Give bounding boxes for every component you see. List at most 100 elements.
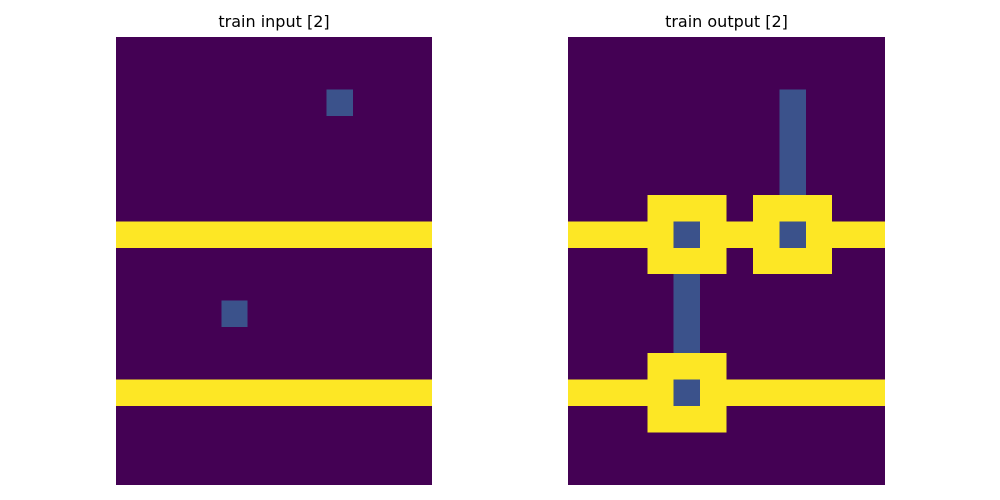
grid-cell [142,142,170,170]
grid-cell [300,89,328,117]
grid-cell [805,168,833,196]
grid-cell [568,326,595,354]
grid-cell [379,168,407,196]
grid-cell [168,300,196,328]
grid-cell [647,458,675,485]
grid-cell [168,142,196,170]
grid-cell [832,247,859,275]
grid-cell [700,168,727,196]
grid-cell [752,247,780,275]
grid-cell [168,195,196,222]
grid-cell [274,142,301,170]
grid-cell [221,221,249,249]
grid-cell [168,116,196,143]
grid-cell [326,89,354,117]
grid-cell [700,116,727,143]
grid-cell [620,37,648,64]
grid-cell [805,37,833,64]
grid-cell [247,116,275,143]
grid-cell [116,432,143,460]
grid-cell [752,89,780,117]
grid-cell [326,405,354,433]
grid-cell [594,379,622,407]
grid-cell [195,168,222,196]
grid-cell [116,247,143,275]
grid-cell [195,326,222,354]
grid-cell [568,274,595,301]
grid-cell [594,300,622,328]
grid-cell [405,326,432,354]
grid-cell [620,168,648,196]
grid-cell [673,458,701,485]
grid-cell [752,353,780,380]
grid-cell [326,37,354,64]
grid-cell [247,300,275,328]
grid-cell [247,326,275,354]
train-input-grid [116,37,432,485]
grid-cell [779,168,807,196]
grid-cell [379,405,407,433]
grid-cell [700,142,727,170]
grid-cell [858,300,885,328]
grid-cell [247,405,275,433]
grid-cell [858,221,885,249]
grid-cell [116,274,143,301]
grid-cell [752,221,780,249]
grid-cell [726,168,754,196]
grid-cell [405,300,432,328]
grid-cell [647,116,675,143]
grid-cell [326,142,354,170]
grid-cell [647,300,675,328]
grid-cell [353,458,380,485]
grid-cell [673,89,701,117]
grid-cell [832,142,859,170]
grid-cell [142,37,170,64]
grid-cell [247,247,275,275]
grid-cell [379,116,407,143]
grid-cell [620,379,648,407]
grid-cell [168,247,196,275]
grid-cell [858,89,885,117]
grid-cell [379,379,407,407]
grid-cell [594,353,622,380]
grid-cell [195,63,222,91]
grid-cell [832,379,859,407]
grid-cell [779,142,807,170]
grid-cell [195,116,222,143]
grid-cell [858,432,885,460]
grid-cell [726,89,754,117]
grid-cell [168,405,196,433]
grid-cell [353,221,380,249]
grid-cell [568,353,595,380]
grid-cell [647,405,675,433]
grid-cell [832,221,859,249]
grid-cell [379,326,407,354]
grid-cell [647,168,675,196]
grid-cell [300,300,328,328]
grid-cell [326,379,354,407]
grid-cell [726,63,754,91]
grid-cell [405,89,432,117]
grid-cell [832,274,859,301]
grid-cell [805,63,833,91]
grid-cell [405,168,432,196]
grid-cell [274,116,301,143]
grid-cell [673,326,701,354]
grid-cell [832,353,859,380]
grid-cell [247,353,275,380]
grid-cell [726,432,754,460]
grid-cell [673,63,701,91]
grid-cell [779,353,807,380]
grid-cell [116,37,143,64]
grid-cell [142,195,170,222]
grid-cell [832,432,859,460]
grid-cell [247,458,275,485]
grid-cell [405,405,432,433]
grid-cell [620,221,648,249]
grid-cell [326,432,354,460]
grid-cell [247,195,275,222]
grid-cell [142,432,170,460]
grid-cell [726,300,754,328]
grid-cell [832,326,859,354]
grid-cell [779,379,807,407]
